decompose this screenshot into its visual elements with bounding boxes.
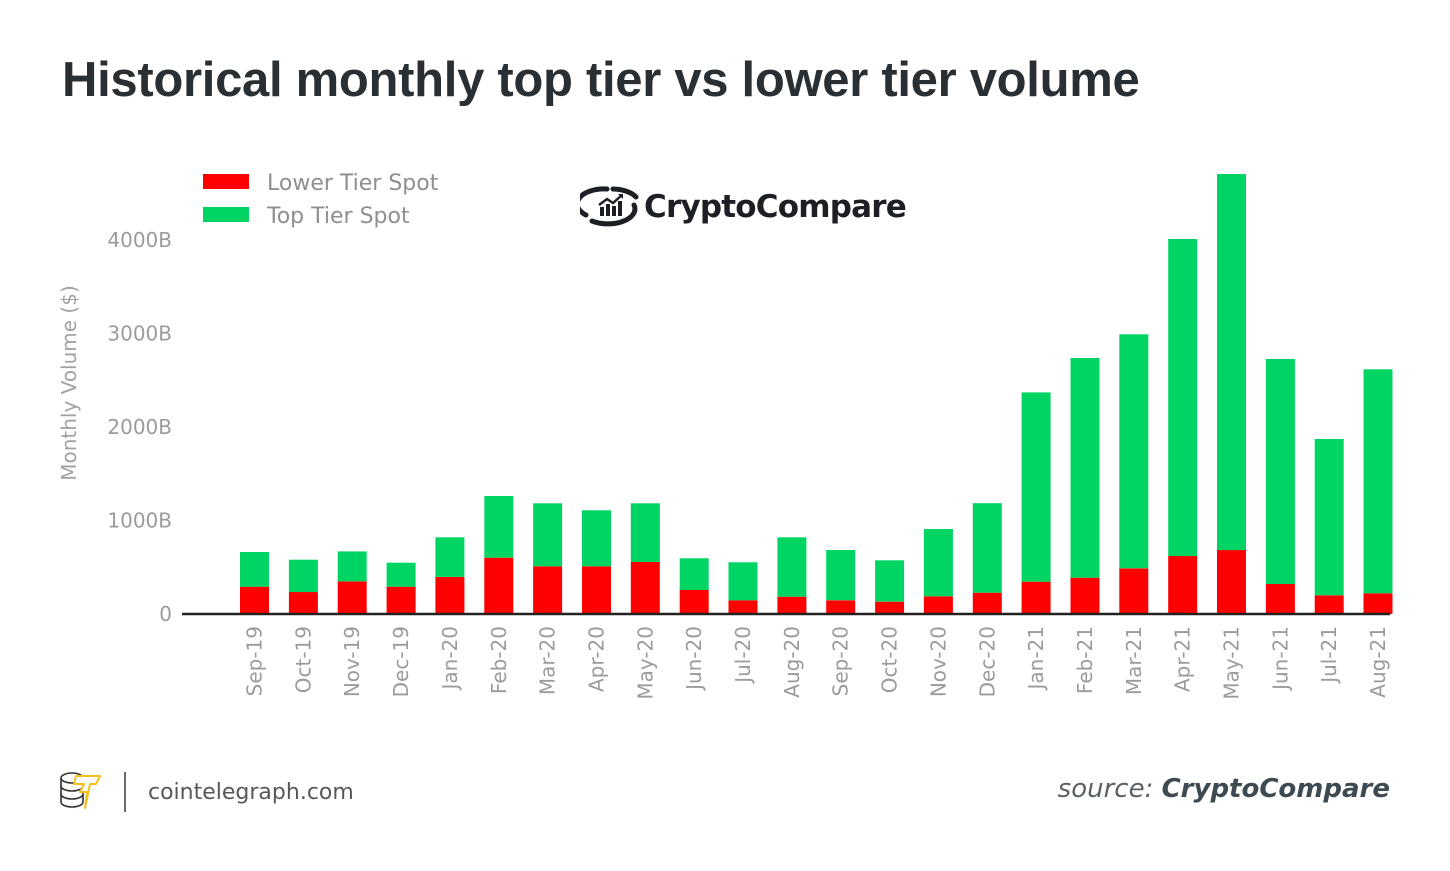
bar-top-tier (777, 537, 807, 597)
cointelegraph-logo-icon (58, 768, 104, 816)
x-tick-label: Sep-20 (829, 626, 853, 696)
bar-top-tier (875, 560, 905, 602)
footer-divider (124, 772, 126, 812)
bar-lower-tier (679, 590, 709, 614)
x-tick-label: May-20 (633, 626, 657, 700)
x-tick-label: Jul-20 (731, 626, 755, 685)
bar-top-tier (1265, 359, 1295, 584)
x-tick-label: May-21 (1220, 626, 1244, 700)
bar-lower-tier (923, 596, 953, 614)
x-tick-label: Apr-21 (1171, 626, 1195, 692)
bar-top-tier (923, 529, 953, 597)
bar-top-tier (582, 510, 611, 567)
x-tick-label: Mar-21 (1122, 626, 1146, 695)
bar-top-tier (386, 562, 416, 587)
bar-lower-tier (484, 557, 514, 614)
bar-lower-tier (875, 601, 905, 614)
bar-lower-tier (337, 581, 367, 614)
bar-top-tier (826, 550, 856, 601)
bar-top-tier (337, 551, 367, 582)
cryptocompare-watermark-text: CryptoCompare (644, 189, 907, 225)
y-tick-label: 0 (159, 602, 172, 626)
bar-top-tier (1168, 239, 1198, 557)
x-tick-label: Jul-21 (1317, 626, 1341, 685)
y-tick-label: 1000B (107, 509, 172, 533)
cryptocompare-logo-icon (574, 183, 640, 231)
x-tick-label: Feb-20 (487, 626, 511, 694)
bar-lower-tier (240, 586, 269, 614)
cryptocompare-watermark: CryptoCompare (574, 183, 907, 231)
x-tick-label: Nov-20 (926, 626, 950, 697)
bar-top-tier (288, 559, 318, 593)
bar-top-tier (240, 552, 269, 587)
y-axis-ticks: 0 1000B 2000B 3000B 4000B (107, 228, 172, 626)
x-tick-label: Aug-21 (1366, 626, 1390, 698)
chart-title: Historical monthly top tier vs lower tie… (62, 53, 1140, 107)
bar-lower-tier (972, 592, 1002, 614)
bar-top-tier (1314, 439, 1344, 596)
legend-label-lower-tier: Lower Tier Spot (267, 171, 439, 196)
bar-lower-tier (728, 600, 758, 614)
legend: Lower Tier Spot Top Tier Spot (203, 171, 439, 229)
x-tick-label: Jan-21 (1024, 626, 1048, 692)
y-tick-label: 4000B (107, 228, 172, 252)
source-label: source: (1057, 774, 1154, 804)
bar-lower-tier (386, 586, 416, 614)
footer-branding: cointelegraph.com (58, 768, 354, 816)
bar-top-tier (972, 503, 1002, 593)
x-tick-label: Oct-19 (291, 626, 315, 693)
legend-label-top-tier: Top Tier Spot (266, 204, 410, 229)
bar-lower-tier (288, 592, 318, 614)
y-axis-title: Monthly Volume ($) (57, 285, 81, 481)
source-name: CryptoCompare (1161, 774, 1390, 804)
bar-lower-tier (630, 562, 660, 614)
x-tick-label: Nov-19 (340, 626, 364, 697)
bar-top-tier (533, 503, 563, 567)
bar-top-tier (1119, 334, 1149, 569)
bar-lower-tier (1070, 577, 1100, 614)
x-tick-label: Feb-21 (1073, 626, 1097, 694)
bar-lower-tier (435, 577, 465, 614)
bar-top-tier (1363, 369, 1393, 594)
x-tick-label: Jan-20 (438, 626, 462, 692)
bar-lower-tier (826, 600, 856, 614)
bar-top-tier (1021, 392, 1051, 582)
bar-lower-tier (1021, 581, 1051, 614)
x-axis-labels: Sep-19 Oct-19 Nov-19 Dec-19 Jan-20 Feb-20 Mar-… (243, 626, 1391, 700)
bar-lower-tier (1217, 550, 1246, 614)
bar-lower-tier (533, 566, 563, 614)
bar-lower-tier (1363, 593, 1393, 614)
x-tick-label: Aug-20 (780, 626, 804, 698)
x-tick-label: Jun-21 (1268, 626, 1292, 692)
y-tick-label: 3000B (107, 322, 172, 346)
x-tick-label: Apr-20 (585, 626, 609, 692)
legend-swatch-top-tier (203, 207, 249, 222)
bar-top-tier (728, 562, 758, 601)
bar-lower-tier (582, 566, 611, 614)
x-tick-label: Jun-20 (682, 626, 706, 692)
bar-top-tier (679, 558, 709, 590)
y-tick-label: 2000B (107, 415, 172, 439)
x-tick-label: Mar-20 (536, 626, 560, 695)
bar-top-tier (484, 496, 514, 558)
x-tick-label: Dec-20 (975, 626, 999, 697)
bar-top-tier (435, 537, 465, 577)
bar-lower-tier (1119, 568, 1149, 614)
legend-swatch-lower-tier (203, 174, 249, 189)
bar-lower-tier (1168, 556, 1198, 614)
footer-site-link[interactable]: cointelegraph.com (148, 779, 354, 805)
bar-top-tier (630, 503, 660, 562)
x-tick-label: Dec-19 (389, 626, 413, 697)
bar-top-tier (1070, 358, 1100, 578)
bars (240, 174, 1393, 614)
bar-lower-tier (777, 596, 807, 614)
bar-lower-tier (1314, 595, 1344, 614)
x-tick-label: Oct-20 (878, 626, 902, 693)
bar-top-tier (1217, 174, 1246, 551)
source-attribution: source: CryptoCompare (1058, 774, 1390, 804)
bar-lower-tier (1265, 584, 1295, 614)
x-tick-label: Sep-19 (243, 626, 267, 696)
